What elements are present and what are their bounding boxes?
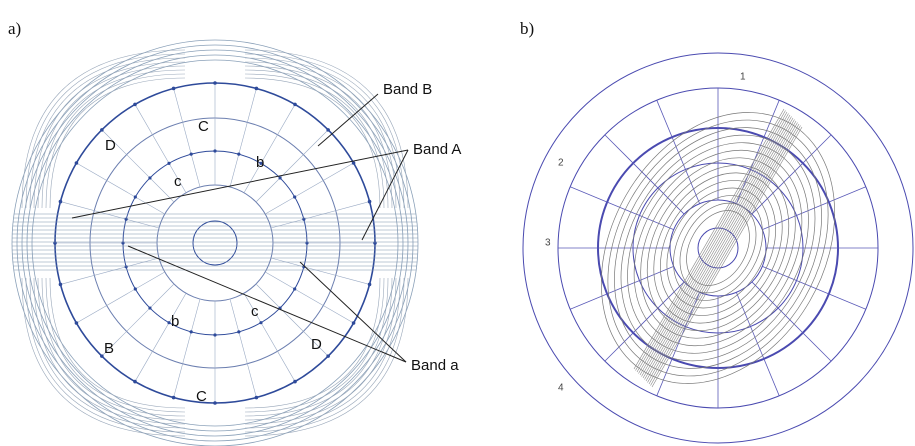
spoke — [265, 272, 353, 323]
leader-line — [318, 94, 378, 146]
annotation: Band a — [411, 357, 459, 374]
node — [133, 103, 137, 107]
region-label: C — [196, 388, 207, 405]
node — [255, 396, 259, 400]
field-line — [245, 278, 400, 428]
spoke — [736, 292, 779, 395]
spoke — [265, 163, 353, 214]
node — [293, 287, 296, 290]
field-line — [34, 62, 185, 208]
panel-b-drawing — [523, 53, 913, 443]
region-label: 1 — [740, 72, 746, 83]
node — [100, 128, 104, 132]
node — [134, 195, 137, 198]
node — [59, 200, 63, 204]
node — [278, 176, 281, 179]
node — [190, 153, 193, 156]
spoke — [135, 293, 186, 381]
node — [237, 153, 240, 156]
node — [213, 81, 217, 85]
region-label: 3 — [545, 238, 551, 249]
node — [59, 283, 63, 287]
node — [148, 306, 151, 309]
stator-ring — [193, 221, 237, 265]
field-line — [245, 78, 380, 208]
field-line — [30, 58, 185, 208]
region-label: b — [171, 313, 179, 330]
node — [148, 176, 151, 179]
field-line — [245, 58, 400, 208]
figure: a) b) Band B Band A Band a C D c b B b c… — [0, 0, 915, 446]
spoke — [271, 202, 370, 228]
leader-line — [72, 150, 408, 218]
region-label: D — [105, 137, 116, 154]
node — [167, 162, 170, 165]
flux-band — [642, 117, 792, 377]
region-label: C — [198, 118, 209, 135]
region-label: c — [251, 303, 259, 320]
spoke — [605, 282, 684, 361]
node — [133, 380, 137, 384]
annotation: Band A — [413, 141, 461, 158]
panel-a-drawing — [12, 40, 418, 446]
node — [75, 161, 79, 165]
node — [213, 149, 216, 152]
node — [293, 103, 297, 107]
panel-label: b) — [520, 19, 534, 38]
region-label: 2 — [558, 158, 564, 169]
spoke — [256, 130, 328, 202]
spoke — [762, 266, 865, 309]
node — [368, 283, 372, 287]
annotation: Band B — [383, 81, 432, 98]
spoke — [570, 187, 673, 230]
node — [352, 321, 356, 325]
node — [134, 287, 137, 290]
region-label: B — [104, 340, 114, 357]
spoke — [752, 135, 831, 214]
flux-band — [645, 120, 795, 380]
leaders — [72, 94, 408, 362]
node — [172, 87, 176, 91]
node — [326, 128, 330, 132]
node — [125, 265, 128, 268]
field-line — [50, 78, 185, 208]
region-label: D — [311, 336, 322, 353]
node — [75, 321, 79, 325]
node — [190, 330, 193, 333]
field-line — [46, 278, 185, 412]
panel-label: a) — [8, 19, 21, 38]
spoke — [244, 104, 295, 192]
node — [259, 321, 262, 324]
node — [213, 401, 217, 405]
spoke — [76, 272, 164, 323]
leader-line — [128, 246, 406, 362]
node — [293, 195, 296, 198]
stator-ring — [157, 185, 273, 301]
node — [326, 354, 330, 358]
field-line — [245, 278, 404, 432]
field-line — [245, 62, 396, 208]
region-label: c — [174, 173, 182, 190]
region-label: b — [256, 154, 264, 171]
spoke — [657, 100, 700, 203]
spoke — [570, 266, 673, 309]
region-label: 4 — [558, 383, 564, 394]
field-line — [245, 74, 384, 208]
node — [237, 330, 240, 333]
spoke — [762, 187, 865, 230]
spoke — [60, 202, 159, 228]
node — [293, 380, 297, 384]
field-line — [26, 54, 185, 208]
node — [213, 333, 216, 336]
node — [255, 87, 259, 91]
node — [368, 200, 372, 204]
spoke — [230, 88, 256, 187]
spoke — [76, 163, 164, 214]
field-line — [245, 54, 404, 208]
node — [172, 396, 176, 400]
field-line — [50, 278, 185, 408]
